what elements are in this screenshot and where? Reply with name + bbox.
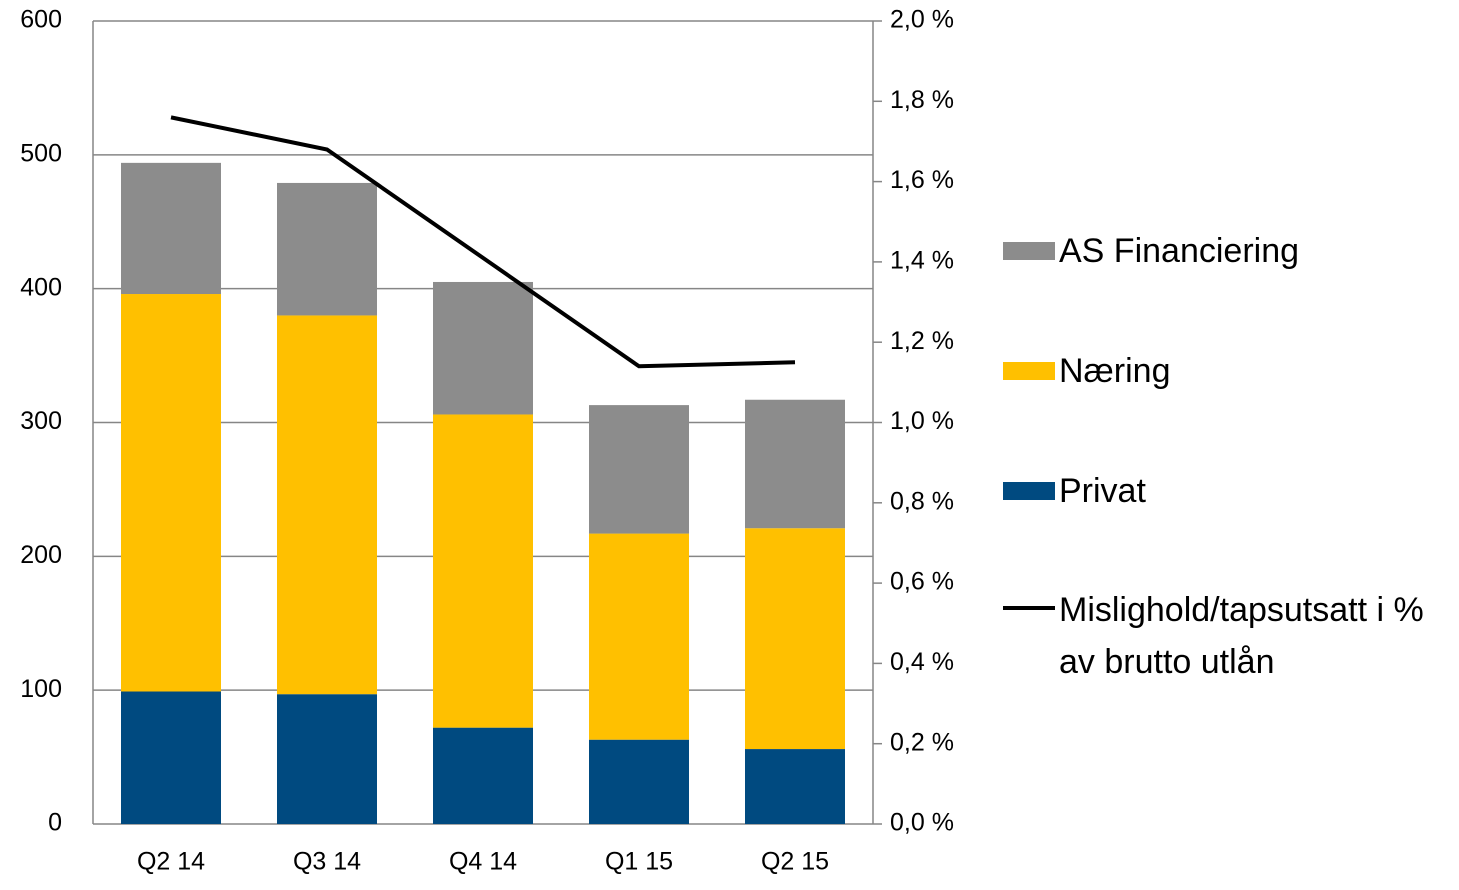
- bar: [277, 315, 377, 695]
- y2-tick-label: 1,0 %: [890, 407, 954, 435]
- bar: [121, 294, 221, 692]
- legend-swatch: [1003, 362, 1055, 380]
- legend-item: AS Financiering: [1003, 225, 1459, 277]
- legend-label: AS Financiering: [1059, 232, 1300, 270]
- bar: [589, 533, 689, 740]
- legend-label: Privat: [1059, 472, 1146, 510]
- y2-tick-label: 0,0 %: [890, 809, 954, 837]
- y2-tick-label: 2,0 %: [890, 6, 954, 34]
- y-tick-label: 300: [20, 407, 62, 435]
- y-tick-label: 500: [20, 139, 62, 167]
- y2-tick-label: 0,2 %: [890, 728, 954, 756]
- bar: [745, 528, 845, 750]
- legend-label: Næring: [1059, 352, 1171, 390]
- y2-tick-label: 0,8 %: [890, 487, 954, 515]
- legend-swatch: [1003, 482, 1055, 500]
- y-tick-label: 400: [20, 273, 62, 301]
- y-tick-label: 600: [20, 6, 62, 34]
- x-tick-label: Q2 15: [761, 848, 829, 876]
- x-tick-label: Q1 15: [605, 848, 673, 876]
- legend-item: Næring: [1003, 345, 1459, 397]
- legend-label: Mislighold/tapsutsatt i % av brutto utlå…: [1059, 591, 1424, 681]
- bar: [121, 162, 221, 295]
- bar: [745, 749, 845, 824]
- legend-item: Privat: [1003, 465, 1459, 517]
- bar: [433, 281, 533, 415]
- bar: [589, 739, 689, 824]
- y2-tick-label: 0,4 %: [890, 648, 954, 676]
- bar: [433, 727, 533, 824]
- bar: [277, 694, 377, 824]
- y2-tick-label: 1,6 %: [890, 166, 954, 194]
- bar: [433, 414, 533, 728]
- y2-tick-label: 1,8 %: [890, 86, 954, 114]
- bar: [121, 691, 221, 824]
- x-tick-label: Q4 14: [449, 848, 517, 876]
- bar: [589, 405, 689, 534]
- y2-tick-label: 1,2 %: [890, 327, 954, 355]
- y-tick-label: 0: [48, 809, 62, 837]
- bar: [277, 182, 377, 316]
- y-tick-label: 100: [20, 675, 62, 703]
- line: [170, 115, 796, 369]
- y-tick-label: 200: [20, 541, 62, 569]
- bar: [745, 399, 845, 529]
- legend-swatch: [1003, 606, 1055, 610]
- y2-tick-label: 0,6 %: [890, 568, 954, 596]
- legend-swatch: [1003, 242, 1055, 260]
- x-tick-label: Q3 14: [293, 848, 361, 876]
- x-tick-label: Q2 14: [137, 848, 205, 876]
- y2-tick-label: 1,4 %: [890, 247, 954, 275]
- legend-item: Mislighold/tapsutsatt i % av brutto utlå…: [1003, 584, 1455, 688]
